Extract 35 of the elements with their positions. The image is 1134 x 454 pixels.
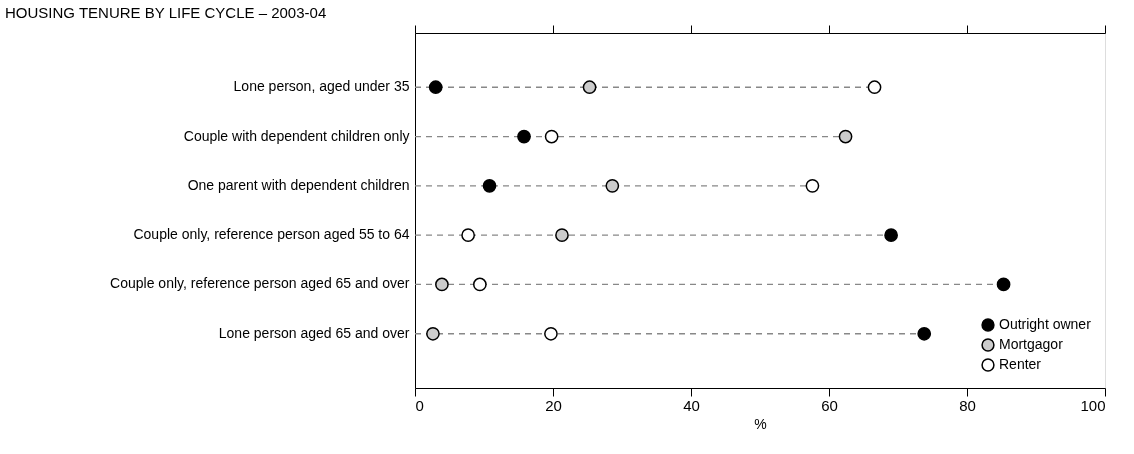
x-tick-label: 0 [415,396,424,414]
point [544,326,558,341]
point [426,326,440,341]
point [517,129,531,144]
point [805,178,820,193]
point [555,228,569,243]
y-tick-label: One parent with dependent children [187,176,410,193]
x-tick-label: 100 [1080,396,1106,414]
point [867,80,882,95]
legend-label: Outright owner [999,316,1092,332]
x-tick-label: 20 [545,396,562,414]
point [605,178,620,193]
point [472,277,487,292]
y-tick-label: Lone person aged 65 and over [218,324,410,341]
text: HOUSING TENURE BY LIFE CYCLE – 2003-04 [5,3,327,21]
legend-label: Mortgagor [999,336,1064,352]
point [544,129,559,144]
y-tick-label: Couple only, reference person aged 65 and over [110,275,410,292]
point [884,228,898,243]
point [838,129,853,144]
x-tick-label: 40 [683,396,700,414]
point [435,277,449,292]
legend-label: Renter [999,356,1042,372]
point [482,178,497,193]
x-tick-label: 60 [821,396,838,414]
point [996,277,1011,292]
point [582,80,597,95]
x-axis-title: % [754,415,767,432]
point [917,326,932,341]
y-tick-label: Lone person, aged under 35 [233,78,410,95]
y-tick-label: Couple only, reference person aged 55 to 64 [133,226,410,243]
point [428,80,443,95]
y-tick-label: Couple with dependent children only [183,127,410,144]
point [461,228,475,243]
x-tick-label: 80 [959,396,976,414]
